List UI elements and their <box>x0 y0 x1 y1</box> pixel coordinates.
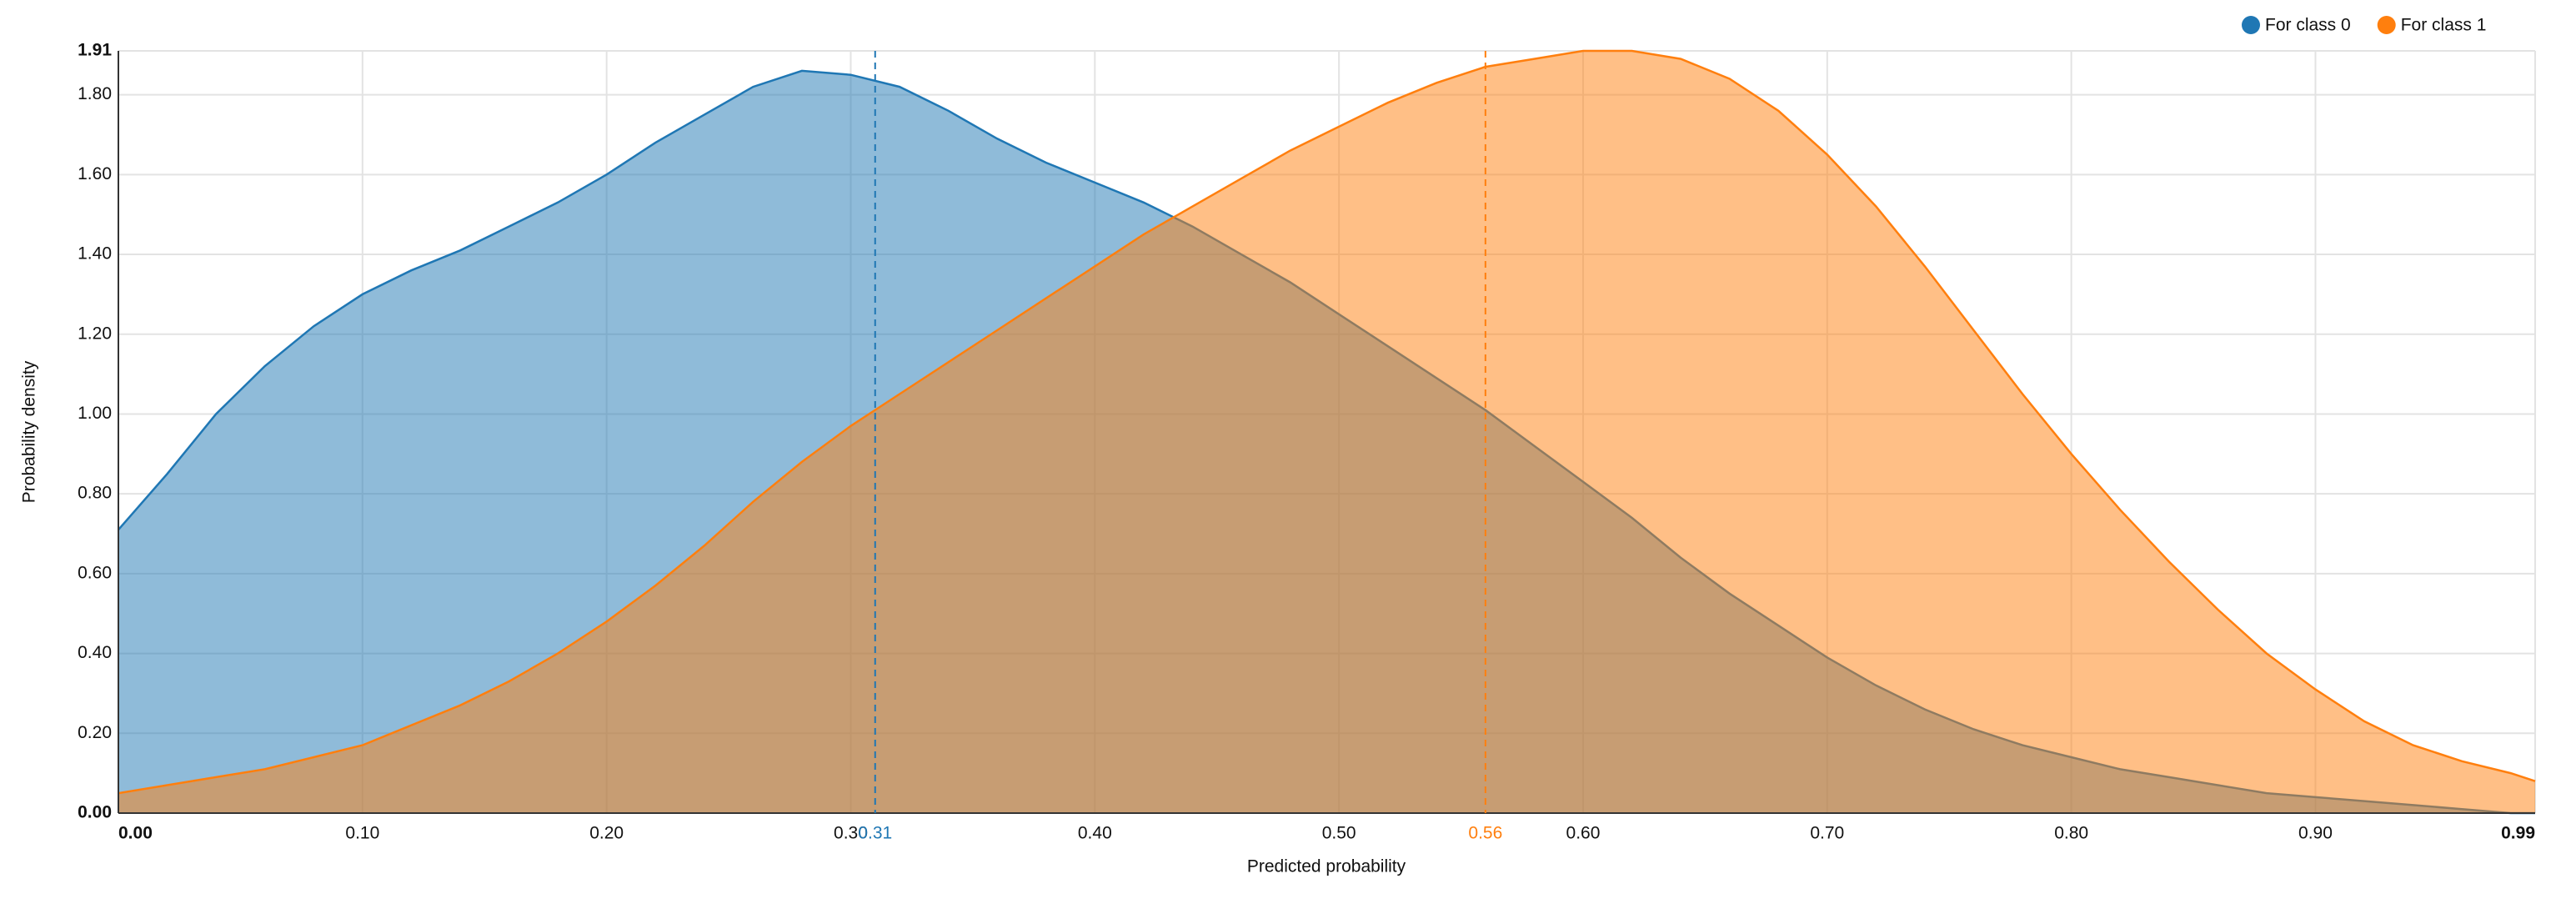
y-tick-label: 0.40 <box>78 643 112 662</box>
y-tick-label: 0.20 <box>78 723 112 742</box>
x-tick-label: 0.50 <box>1322 824 1356 843</box>
y-tick-label: 0.80 <box>78 484 112 503</box>
y-tick-label: 0.00 <box>78 803 112 822</box>
legend-swatch <box>2242 16 2260 34</box>
y-tick-label: 1.20 <box>78 324 112 343</box>
x-tick-label: 0.70 <box>1810 824 1844 843</box>
x-axis-label: Predicted probability <box>1247 857 1406 876</box>
density-area <box>118 51 2535 813</box>
x-tick-label: 0.60 <box>1566 824 1601 843</box>
x-tick-label: 0.00 <box>118 824 153 843</box>
legend-label: For class 1 <box>2401 16 2487 35</box>
y-tick-label: 1.40 <box>78 244 112 264</box>
y-tick-label: 1.91 <box>78 41 112 60</box>
x-tick-label: 0.20 <box>589 824 624 843</box>
density-line <box>118 49 2536 795</box>
y-tick-label: 1.00 <box>78 404 112 423</box>
x-tick-label: 0.30 <box>834 824 868 843</box>
y-tick-label: 1.60 <box>78 164 112 183</box>
x-tick-label: 0.90 <box>2298 824 2333 843</box>
x-tick-label: 0.99 <box>2501 824 2535 843</box>
mean-marker-label: 0.56 <box>1468 824 1502 843</box>
legend-label: For class 0 <box>2265 16 2351 35</box>
mean-marker-label: 0.31 <box>858 824 892 843</box>
x-tick-label: 0.10 <box>345 824 379 843</box>
x-tick-label: 0.40 <box>1078 824 1112 843</box>
y-tick-label: 0.60 <box>78 563 112 582</box>
legend-swatch <box>2377 16 2396 34</box>
y-tick-label: 1.80 <box>78 84 112 103</box>
x-tick-label: 0.80 <box>2054 824 2088 843</box>
y-axis-label: Probability density <box>20 360 39 503</box>
